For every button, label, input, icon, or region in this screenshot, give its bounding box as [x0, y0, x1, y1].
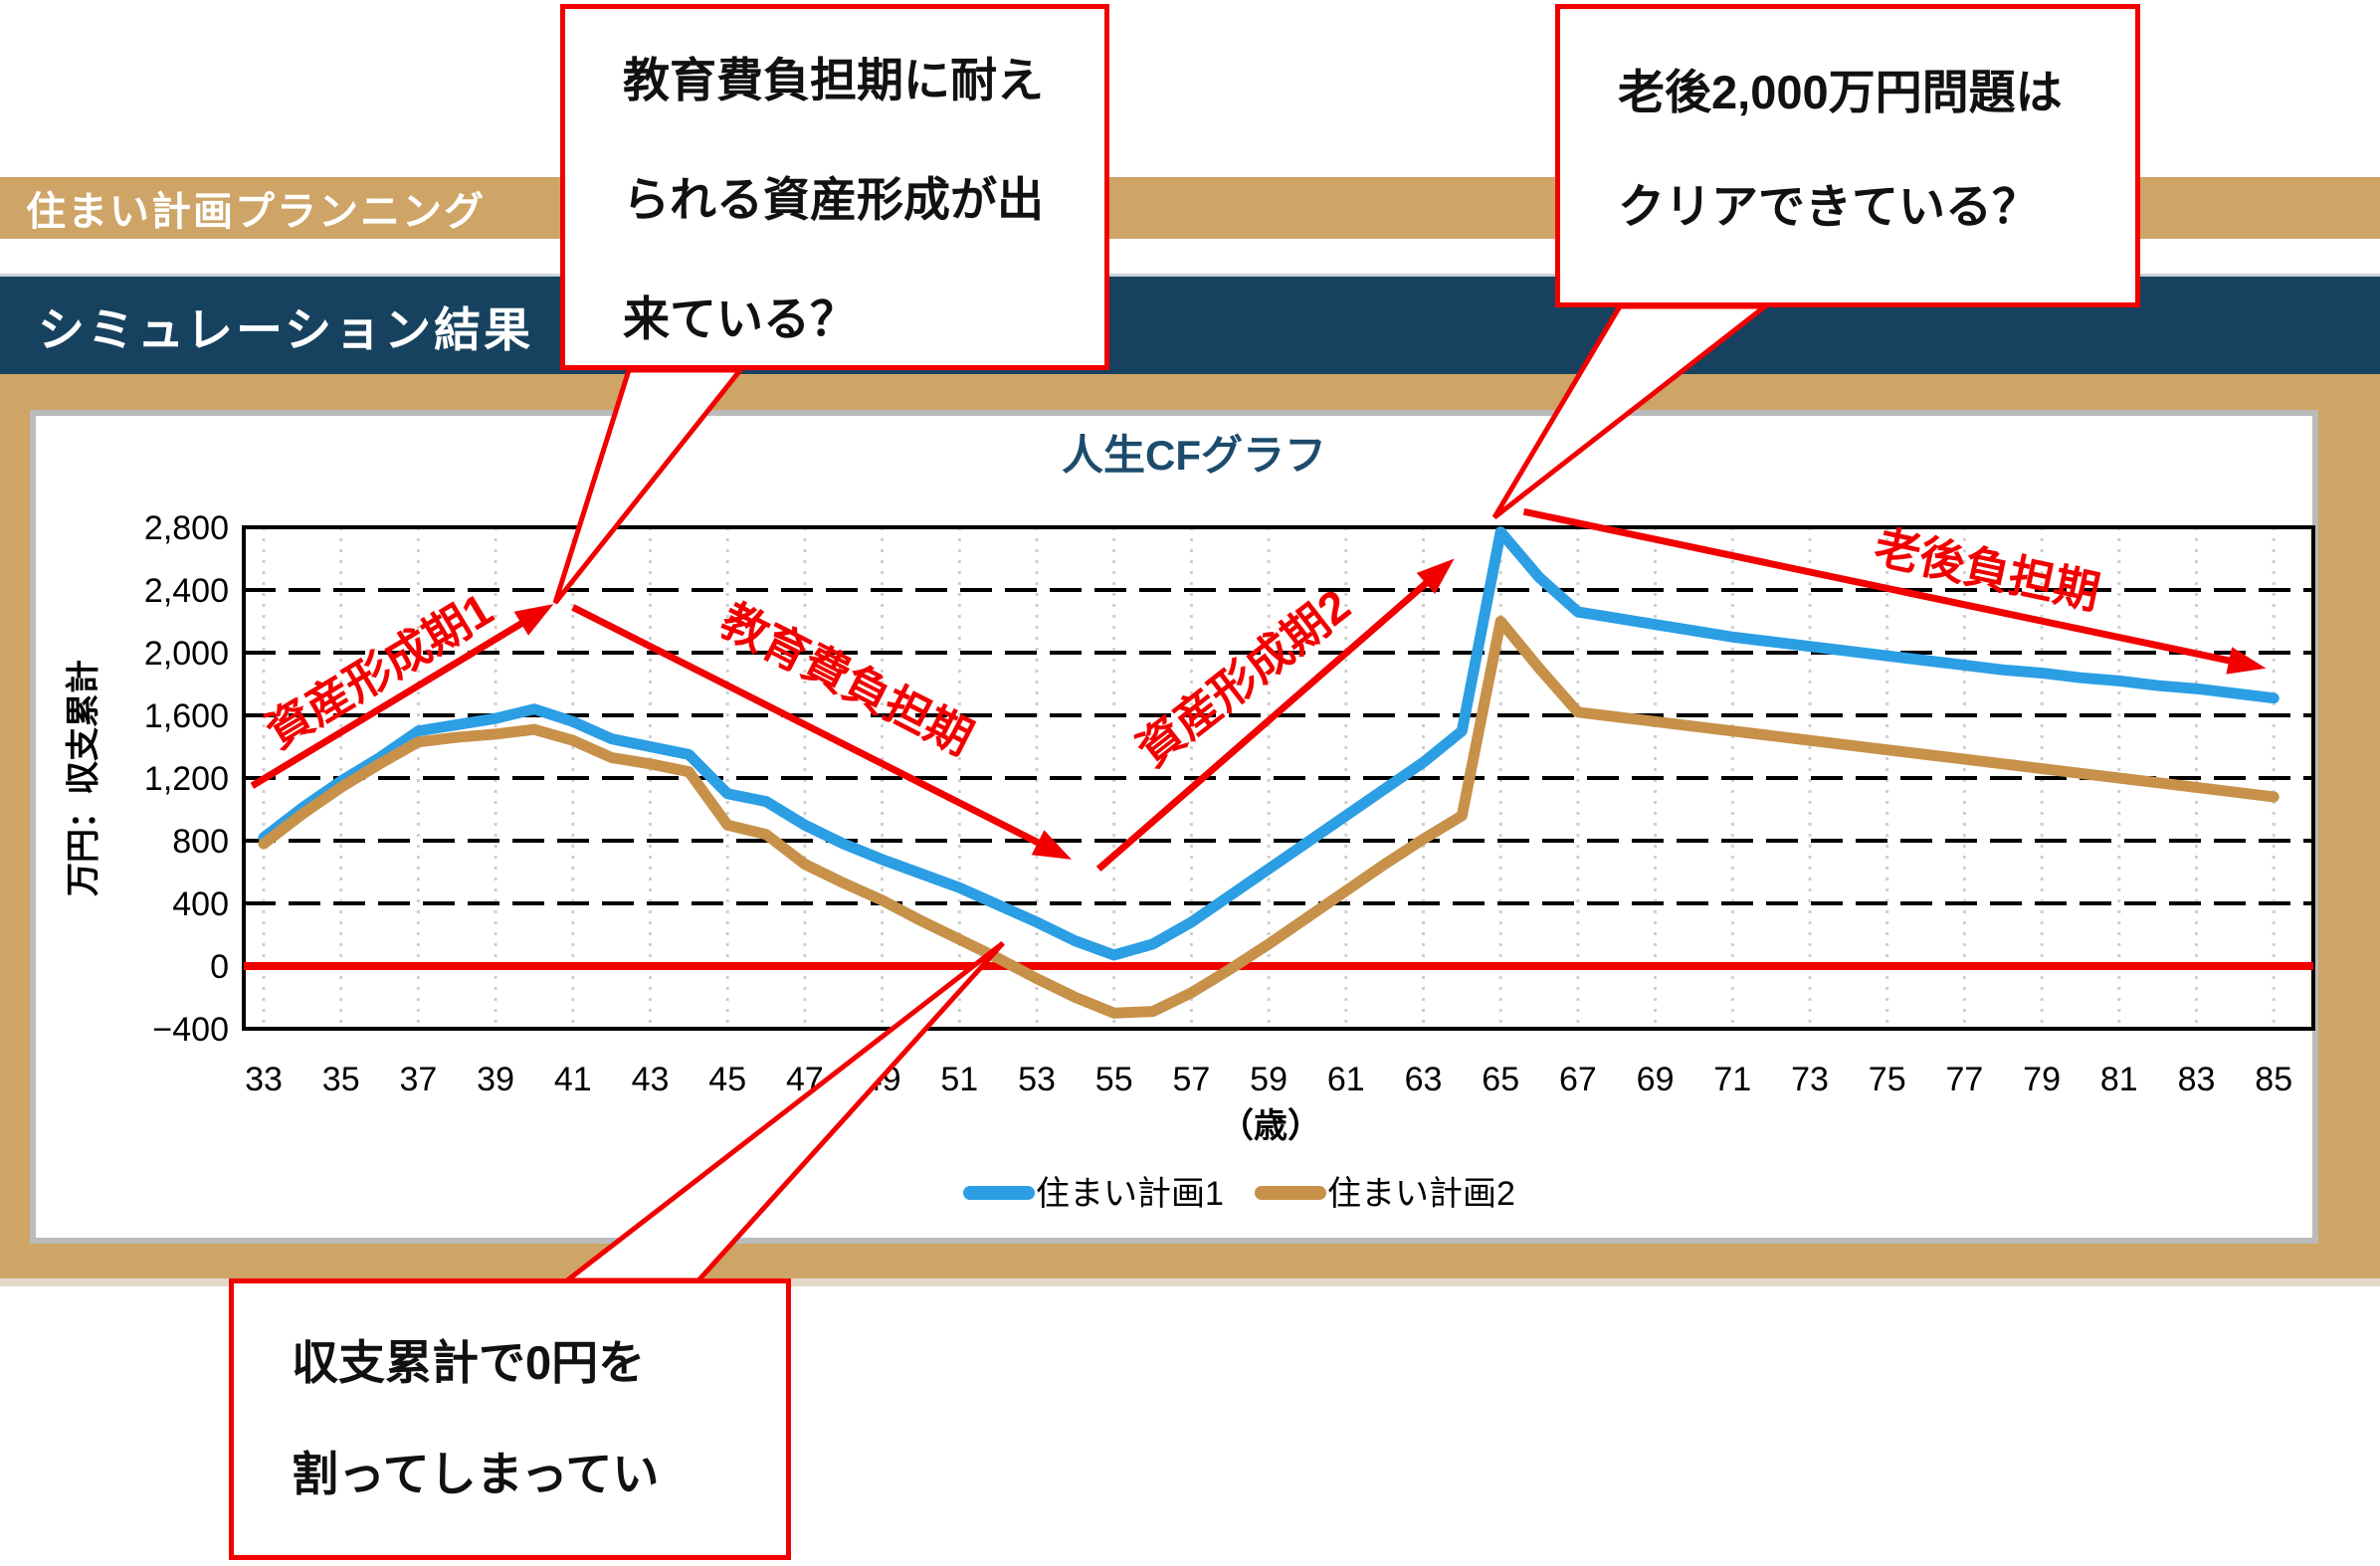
annotation-arrow-phase-asset-1 — [250, 617, 528, 789]
callout-line: 教育費負担期に耐え — [623, 54, 1044, 106]
x-tick-label: 85 — [2255, 1061, 2292, 1098]
chart-title: 人生CFグラフ — [1062, 432, 1326, 479]
series-line-plan1 — [258, 526, 2280, 961]
x-tick-label: 83 — [2178, 1061, 2216, 1098]
annotation-arrow-phase-education — [571, 604, 1045, 849]
y-tick-label: 2,400 — [144, 572, 229, 610]
x-tick-label: 65 — [1482, 1061, 1519, 1098]
x-tick-label: 57 — [1172, 1061, 1210, 1098]
x-tick-label: 39 — [477, 1061, 514, 1098]
chart-card — [30, 410, 2318, 1244]
x-tick-label: 51 — [940, 1061, 978, 1098]
callout-line: 割ってしまってい — [292, 1448, 660, 1500]
callout-education-burden: 教育費負担期に耐え られる資産形成が出 来ている？ — [560, 4, 1109, 370]
annotation-arrow-phase-old-age — [1522, 507, 2236, 666]
x-tick-label: 71 — [1713, 1061, 1751, 1098]
x-tick-label: 55 — [1095, 1061, 1133, 1098]
y-axis-title: 万円：収支累計 — [65, 660, 102, 896]
section-title: シミュレーション結果 — [38, 302, 534, 356]
y-tick-label: 1,200 — [144, 760, 229, 798]
y-tick-label: 2,000 — [144, 635, 229, 673]
app-title: 住まい計画プランニング — [26, 190, 486, 234]
x-tick-label: 41 — [554, 1061, 592, 1098]
y-tick-label: −400 — [152, 1011, 229, 1049]
y-tick-label: 1,600 — [144, 697, 229, 735]
annotation-arrowhead-phase-old-age — [2226, 647, 2267, 675]
x-tick-label: 59 — [1250, 1061, 1288, 1098]
x-tick-label: 61 — [1327, 1061, 1365, 1098]
x-tick-label: 69 — [1637, 1061, 1675, 1098]
callout-pointer-deficit — [559, 941, 1005, 1283]
callout-line: られる資産形成が出 — [623, 173, 1044, 226]
annotation-label-phase-old-age: 老後負担期 — [1870, 520, 2104, 619]
chart-plot-area — [242, 525, 2315, 1031]
x-tick-label: 53 — [1018, 1061, 1056, 1098]
callout-pointer-education — [552, 367, 746, 605]
y-tick-label: 800 — [172, 823, 229, 861]
callout-deficit-warning: 収支累計で0円を 割ってしまってい — [229, 1278, 791, 1560]
x-tick-label: 43 — [632, 1061, 670, 1098]
x-tick-label: 73 — [1791, 1061, 1829, 1098]
annotation-arrow-phase-asset-2 — [1095, 576, 1433, 872]
series-line-plan2 — [258, 616, 2280, 1019]
x-tick-label: 33 — [245, 1061, 283, 1098]
x-tick-label: 35 — [322, 1061, 360, 1098]
callout-line: 来ている？ — [623, 293, 857, 345]
x-tick-label: 81 — [2100, 1061, 2138, 1098]
callout-line: 老後2,000万円問題は — [1618, 66, 2063, 118]
x-tick-label: 63 — [1405, 1061, 1443, 1098]
legend-label-plan1: 住まい計画1 — [1036, 1175, 1224, 1213]
x-tick-label: 75 — [1869, 1061, 1906, 1098]
callout-retirement-2000man: 老後2,000万円問題は クリアできている？ — [1555, 4, 2140, 307]
chart-panel — [0, 374, 2380, 1278]
x-tick-label: 67 — [1559, 1061, 1597, 1098]
x-axis-unit-label: （歳） — [1220, 1106, 1321, 1145]
y-tick-label: 2,800 — [144, 509, 229, 547]
callout-pointer-retirement — [1491, 303, 1773, 519]
y-tick-label: 400 — [172, 885, 229, 923]
annotation-label-phase-education: 教育費負担期 — [712, 594, 981, 765]
annotation-arrowhead-phase-asset-2 — [1416, 558, 1455, 595]
callout-line: クリアできている？ — [1618, 180, 2039, 233]
annotation-arrowhead-phase-asset-1 — [513, 604, 554, 636]
x-tick-label: 79 — [2023, 1061, 2061, 1098]
panel-shadow — [0, 1278, 2380, 1286]
x-tick-label: 45 — [708, 1061, 746, 1098]
x-tick-label: 77 — [1945, 1061, 1983, 1098]
annotation-arrowhead-phase-education — [1031, 830, 1072, 860]
legend-label-plan2: 住まい計画2 — [1327, 1175, 1515, 1213]
callout-line: 収支累計で0円を — [292, 1336, 646, 1389]
x-tick-label: 37 — [399, 1061, 437, 1098]
y-tick-label: 0 — [210, 948, 229, 986]
